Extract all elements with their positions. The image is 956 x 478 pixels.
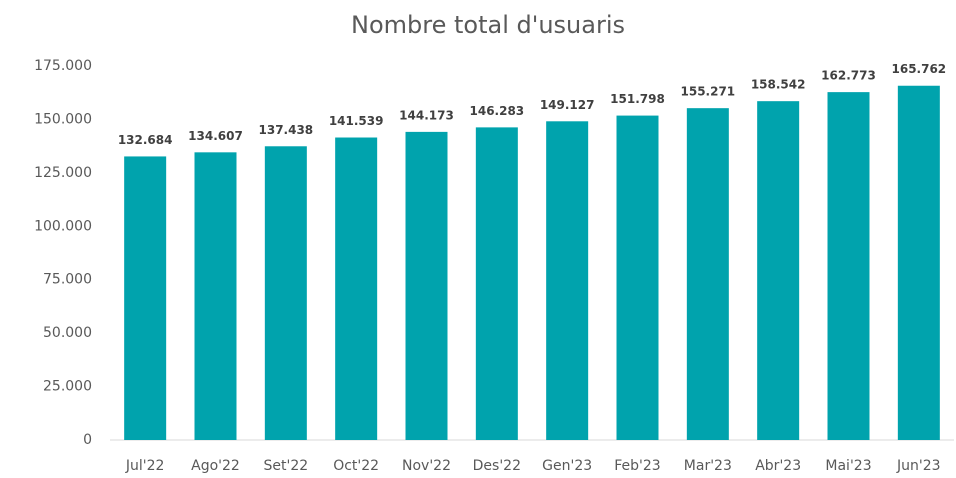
x-tick-label: Des'22 bbox=[473, 458, 521, 474]
value-label: 155.271 bbox=[681, 85, 736, 99]
x-tick-label: Jul'22 bbox=[125, 458, 165, 474]
x-tick-label: Feb'23 bbox=[614, 458, 660, 474]
y-tick-label: 175.000 bbox=[34, 58, 92, 74]
x-tick-label: Jun'23 bbox=[896, 458, 941, 474]
bar bbox=[616, 115, 659, 440]
x-tick-label: Abr'23 bbox=[755, 458, 801, 474]
value-label: 149.127 bbox=[540, 98, 595, 112]
x-tick-label: Gen'23 bbox=[542, 458, 592, 474]
y-tick-label: 125.000 bbox=[34, 165, 92, 181]
value-label: 137.438 bbox=[259, 123, 314, 137]
x-tick-label: Mai'23 bbox=[825, 458, 871, 474]
value-label: 158.542 bbox=[751, 78, 806, 92]
bar bbox=[194, 152, 237, 440]
chart-title: Nombre total d'usuaris bbox=[351, 11, 625, 39]
bar bbox=[897, 85, 940, 441]
y-tick-label: 100.000 bbox=[34, 218, 92, 234]
value-label: 151.798 bbox=[610, 92, 665, 106]
x-tick-label: Oct'22 bbox=[333, 458, 379, 474]
value-label: 134.607 bbox=[188, 129, 243, 143]
value-label: 144.173 bbox=[399, 108, 454, 122]
x-tick-label: Mar'23 bbox=[684, 458, 732, 474]
bar bbox=[264, 146, 307, 440]
bar bbox=[124, 156, 167, 440]
bar bbox=[827, 92, 870, 440]
bar bbox=[686, 108, 729, 440]
y-tick-label: 75.000 bbox=[43, 272, 92, 288]
bar bbox=[335, 137, 378, 441]
y-tick-label: 150.000 bbox=[34, 111, 92, 127]
value-label: 146.283 bbox=[470, 104, 525, 118]
value-label: 162.773 bbox=[821, 69, 876, 83]
x-tick-label: Ago'22 bbox=[191, 458, 240, 474]
y-tick-label: 25.000 bbox=[43, 379, 92, 395]
y-tick-label: 0 bbox=[83, 432, 92, 448]
value-label: 132.684 bbox=[118, 133, 173, 147]
bar bbox=[405, 131, 448, 440]
value-label: 141.539 bbox=[329, 114, 384, 128]
value-label: 165.762 bbox=[892, 62, 947, 76]
y-tick-label: 50.000 bbox=[43, 325, 92, 341]
x-tick-label: Set'22 bbox=[264, 458, 309, 474]
bar bbox=[546, 121, 589, 440]
bar bbox=[475, 127, 518, 441]
x-tick-label: Nov'22 bbox=[402, 458, 451, 474]
bar bbox=[757, 101, 800, 440]
